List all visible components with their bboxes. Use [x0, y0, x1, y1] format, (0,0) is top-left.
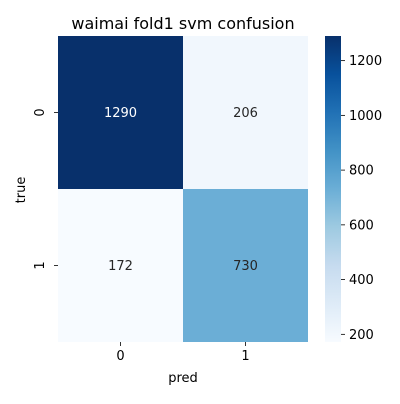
y-axis-label: true — [14, 177, 29, 204]
heatmap-cell — [58, 36, 183, 189]
y-tick-label: 1 — [33, 261, 48, 269]
chart-title: waimai fold1 svm confusion — [71, 14, 294, 33]
heatmap-cell — [58, 189, 183, 342]
colorbar-tick-label: 600 — [349, 218, 374, 233]
colorbar-tick-label: 200 — [349, 328, 374, 343]
y-axis: 01 — [33, 108, 58, 270]
colorbar-tick-label: 1200 — [349, 54, 382, 69]
heatmap-annotations: 1290 206 172 730 — [104, 106, 258, 274]
y-tick-label: 0 — [33, 108, 48, 116]
cell-annotation: 172 — [108, 259, 133, 274]
colorbar-gradient — [325, 36, 341, 342]
colorbar-tick-label: 400 — [349, 273, 374, 288]
cell-annotation: 206 — [233, 106, 258, 121]
colorbar-tick-label: 800 — [349, 164, 374, 179]
colorbar: 200 400 600 800 1000 1200 — [325, 36, 382, 343]
cell-annotation: 1290 — [104, 106, 137, 121]
x-tick-label: 1 — [241, 349, 249, 364]
heatmap-cell — [183, 189, 308, 342]
cell-annotation: 730 — [233, 259, 258, 274]
heatmap-cells — [58, 36, 308, 342]
colorbar-tick-label: 1000 — [349, 109, 382, 124]
x-axis-label: pred — [168, 371, 198, 386]
x-tick-label: 0 — [116, 349, 124, 364]
heatmap-cell — [183, 36, 308, 189]
